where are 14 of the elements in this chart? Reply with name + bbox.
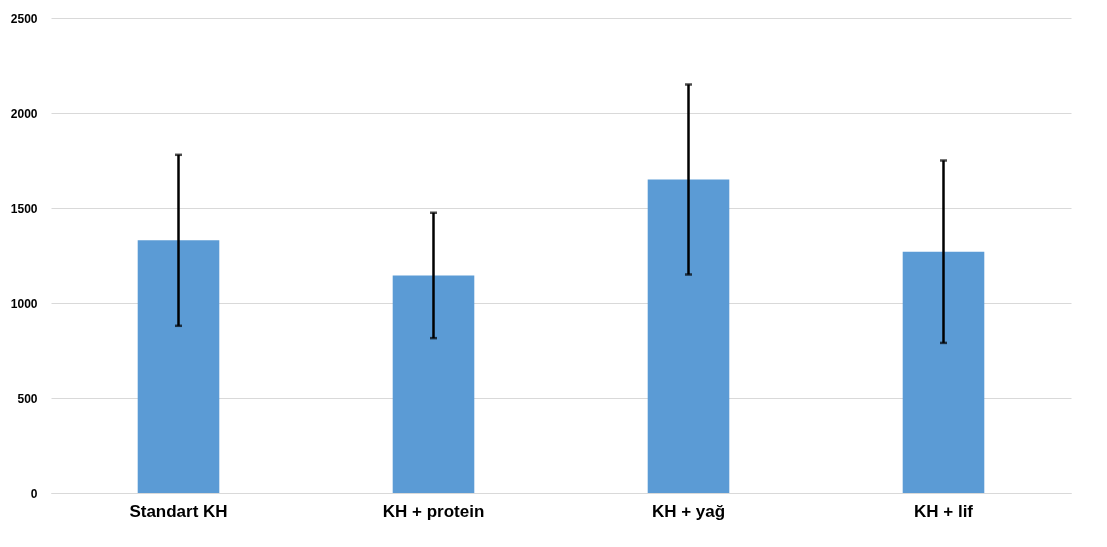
y-tick-label: 500 <box>17 391 38 406</box>
y-tick-label: 0 <box>30 486 38 501</box>
bar <box>647 179 730 493</box>
y-tick-label: 2500 <box>10 11 38 26</box>
x-tick-label: Standart KH <box>129 501 228 521</box>
bar <box>392 275 475 493</box>
x-tick-label: KH + lif <box>913 501 974 521</box>
bar <box>902 251 985 493</box>
x-tick-label: KH + protein <box>382 501 485 521</box>
y-tick-label: 1000 <box>10 296 38 311</box>
y-tick-label: 1500 <box>10 201 38 216</box>
bar <box>137 240 220 493</box>
y-tick-label: 2000 <box>10 106 38 121</box>
x-tick-label: KH + yağ <box>651 501 726 521</box>
